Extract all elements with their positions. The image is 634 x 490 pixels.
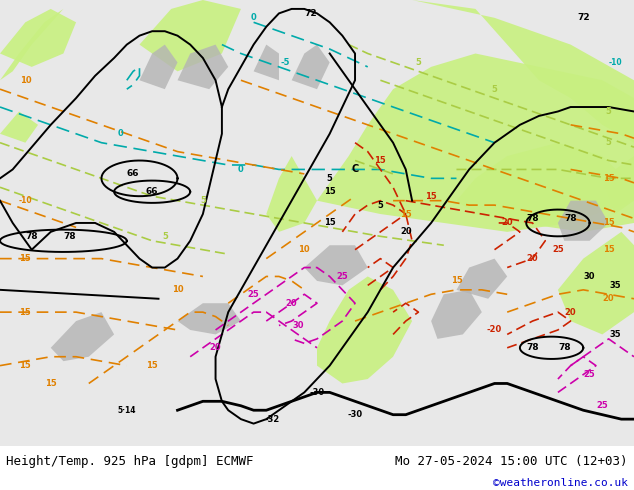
Polygon shape [0,9,63,80]
Text: 66: 66 [127,170,139,178]
Text: 72: 72 [577,13,590,23]
Text: 5: 5 [605,107,612,116]
Polygon shape [266,156,317,232]
Polygon shape [317,53,634,232]
Text: 15: 15 [375,156,386,165]
Text: 10: 10 [299,245,310,254]
Text: 72: 72 [304,9,317,18]
Text: 78: 78 [63,232,76,241]
Text: Height/Temp. 925 hPa [gdpm] ECMWF: Height/Temp. 925 hPa [gdpm] ECMWF [6,455,254,468]
Text: 5: 5 [377,200,384,210]
Text: 25: 25 [584,370,595,379]
Polygon shape [317,276,412,384]
Text: -5: -5 [281,58,290,67]
Text: 25: 25 [248,290,259,299]
Text: 78: 78 [526,343,539,352]
Text: -10: -10 [608,58,622,67]
Text: 5: 5 [162,232,168,241]
Polygon shape [292,45,330,89]
Text: 25: 25 [337,272,348,281]
Text: -30: -30 [309,388,325,397]
Text: 20: 20 [286,299,297,308]
Text: 15: 15 [603,245,614,254]
Text: -10: -10 [18,196,32,205]
Text: 20: 20 [527,254,538,263]
Text: 20: 20 [603,294,614,303]
Text: 20: 20 [210,343,221,352]
Polygon shape [178,303,241,334]
Polygon shape [558,201,609,241]
Polygon shape [317,0,634,143]
Text: 5: 5 [491,85,498,94]
Text: ©weatheronline.co.uk: ©weatheronline.co.uk [493,478,628,489]
Text: 15: 15 [603,174,614,183]
Text: 15: 15 [324,219,335,227]
Polygon shape [178,45,228,89]
Polygon shape [431,290,482,339]
Text: 15: 15 [146,361,158,370]
Polygon shape [0,112,38,143]
Text: 5: 5 [327,174,333,183]
Text: 15: 15 [425,192,437,201]
Text: 0: 0 [238,165,244,174]
Text: 78: 78 [558,343,571,352]
Text: 20: 20 [501,219,513,227]
Polygon shape [139,0,241,72]
Text: 30: 30 [584,272,595,281]
Text: 5·14: 5·14 [117,406,136,415]
Text: 5: 5 [605,138,612,147]
Text: 15: 15 [45,379,56,388]
Text: 66: 66 [146,187,158,196]
Text: 5: 5 [200,196,206,205]
Text: Mo 27-05-2024 15:00 UTC (12+03): Mo 27-05-2024 15:00 UTC (12+03) [395,455,628,468]
Text: 15: 15 [20,361,31,370]
Text: 10: 10 [20,76,31,85]
Text: 20: 20 [400,227,411,236]
Polygon shape [0,9,76,67]
Polygon shape [558,232,634,334]
Polygon shape [456,143,634,232]
Text: 0: 0 [117,129,124,138]
Text: 20: 20 [565,308,576,317]
Text: 35: 35 [609,281,621,290]
Text: 15: 15 [20,254,31,263]
Polygon shape [254,45,279,80]
Polygon shape [456,259,507,299]
Text: 5: 5 [415,58,422,67]
Text: 15: 15 [400,210,411,219]
Text: -20: -20 [487,325,502,335]
Text: C: C [351,165,359,174]
Text: 30: 30 [292,321,304,330]
Text: 25: 25 [597,401,608,410]
Polygon shape [51,312,114,361]
Text: 10: 10 [172,285,183,294]
Polygon shape [602,156,634,214]
Text: 15: 15 [324,187,335,196]
Text: 15: 15 [451,276,462,285]
Text: 35: 35 [609,330,621,339]
Polygon shape [304,245,368,285]
Text: 25: 25 [552,245,564,254]
Text: 0: 0 [250,13,257,23]
Text: 78: 78 [25,232,38,241]
Text: -32: -32 [265,415,280,424]
Polygon shape [139,45,178,89]
Text: 15: 15 [603,219,614,227]
Text: 78: 78 [564,214,577,223]
Text: 15: 15 [20,308,31,317]
Text: 78: 78 [526,214,539,223]
Text: -30: -30 [347,410,363,419]
